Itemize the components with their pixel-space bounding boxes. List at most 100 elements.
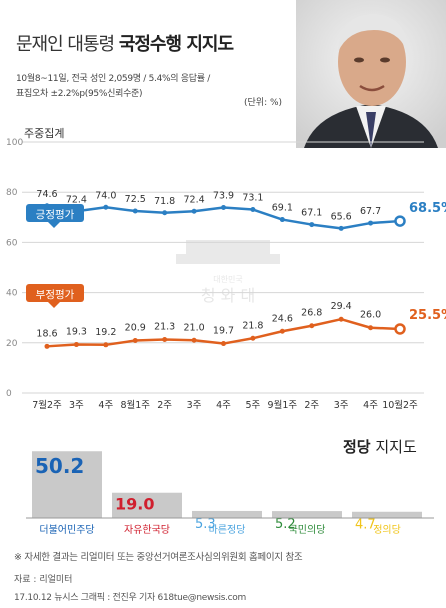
watermark-big-text: 청 와 대 — [201, 286, 255, 305]
y-tick-label: 0 — [6, 389, 12, 399]
data-point — [368, 325, 374, 331]
party-name-label: 더불어민주당 — [39, 524, 94, 536]
legend-label: 긍정평가 — [36, 209, 75, 221]
party-bar — [112, 492, 182, 518]
x-tick-label: 8월1주 — [120, 399, 150, 411]
data-label: 18.6 — [36, 328, 57, 339]
x-tick-label: 3주 — [69, 400, 84, 411]
approval-line-chart: 대한민국 청 와 대 0 20 40 60 80 100 7월2주 3주 4주 8월1주 2주 3주 4… — [6, 138, 446, 411]
data-point — [250, 335, 256, 341]
data-point — [338, 316, 344, 322]
data-label: 19.2 — [95, 327, 116, 338]
data-label: 71.8 — [154, 196, 175, 207]
data-point — [103, 204, 109, 210]
data-point — [221, 205, 226, 211]
data-point — [279, 217, 285, 223]
legend-pointer — [48, 222, 60, 228]
party-bar — [192, 510, 262, 518]
y-tick-label: 80 — [6, 188, 18, 198]
x-tick-label: 4주 — [216, 400, 231, 411]
data-point — [73, 342, 79, 348]
data-label: 25.5% — [409, 308, 446, 323]
party-value-label: 5.2 — [275, 517, 296, 532]
x-tick-label: 10월2주 — [382, 399, 418, 411]
chart-series: 74.6 72.4 74.0 72.5 71.8 72.4 73.9 73.1 69.1 67.1… — [26, 189, 446, 349]
data-label: 26.0 — [360, 310, 381, 321]
party-name-label: 정의당 — [373, 524, 401, 536]
data-point — [279, 328, 285, 334]
data-point — [44, 343, 50, 349]
footnote: ※ 자세한 결과는 리얼미터 또는 중앙선거여론조사심의위원회 홈페이지 참조 — [14, 552, 303, 563]
party-name-label: 바른정당 — [209, 524, 246, 536]
y-tick-label: 20 — [6, 339, 18, 349]
y-tick-label: 40 — [6, 289, 18, 299]
data-label: 21.0 — [184, 322, 205, 333]
watermark-small-text: 대한민국 — [213, 274, 242, 284]
survey-info: 10월8~11일, 전국 성인 2,059명 / 5.4%의 응답률 / 표집오… — [16, 72, 210, 102]
data-label: 21.3 — [154, 322, 175, 333]
data-label: 68.5% — [409, 201, 446, 216]
data-point — [368, 220, 374, 226]
data-label: 72.4 — [184, 194, 205, 205]
legend-label: 부정평가 — [36, 289, 75, 301]
data-label: 65.6 — [331, 211, 352, 222]
data-point — [394, 215, 406, 227]
data-label: 72.4 — [66, 194, 87, 205]
graphic-credit: 17.10.12 뉴시스 그래픽 : 전진우 기자 618tue@newsis.… — [14, 593, 246, 603]
legend-tag — [26, 284, 84, 302]
data-point — [221, 341, 226, 347]
data-point — [309, 222, 315, 228]
x-tick-label: 9월1주 — [268, 399, 298, 411]
president-portrait — [296, 0, 446, 148]
data-label: 74.0 — [95, 190, 116, 201]
data-label: 67.1 — [301, 208, 322, 219]
data-label: 74.6 — [36, 189, 57, 200]
data-point — [309, 323, 315, 329]
party-name-label: 자유한국당 — [124, 524, 170, 536]
y-tick-label: 100 — [6, 138, 23, 148]
x-tick-label: 3주 — [187, 400, 202, 411]
data-label: 20.9 — [125, 323, 146, 334]
blue-house-watermark: 대한민국 청 와 대 — [176, 240, 280, 305]
data-label: 73.9 — [213, 191, 234, 202]
data-point — [103, 342, 109, 348]
x-tick-label: 2주 — [157, 400, 172, 411]
legend-pointer — [48, 302, 60, 308]
x-tick-label: 4주 — [98, 400, 113, 411]
title-bold: 국정수행 지지도 — [118, 34, 234, 55]
x-tick-label: 2주 — [304, 400, 319, 411]
data-label: 26.8 — [301, 308, 322, 319]
party-bar — [272, 511, 342, 518]
party-bar — [352, 511, 422, 518]
party-value-label: 50.2 — [35, 454, 84, 478]
data-label: 73.1 — [242, 193, 263, 204]
x-tick-label: 5주 — [246, 400, 261, 411]
x-tick-label: 7월2주 — [32, 399, 62, 411]
page-title: 문재인 대통령 국정수행 지지도 — [16, 30, 234, 56]
data-label: 67.7 — [360, 206, 381, 217]
legend-tag — [26, 204, 84, 222]
x-tick-label: 3주 — [334, 400, 349, 411]
party-value-label: 5.3 — [195, 517, 216, 532]
data-point — [162, 337, 168, 343]
data-point — [191, 208, 197, 214]
unit-label: (단위: %) — [244, 98, 283, 108]
party-value-label: 19.0 — [115, 495, 154, 514]
data-point — [132, 338, 138, 344]
party-chart-title: 정당 지지도 — [343, 438, 417, 456]
data-point — [394, 323, 406, 335]
data-point — [162, 210, 168, 216]
data-point — [338, 225, 344, 231]
data-label: 69.1 — [272, 203, 293, 214]
data-point — [132, 208, 138, 214]
party-bar — [32, 451, 102, 518]
data-point — [250, 207, 256, 213]
data-label: 19.3 — [66, 327, 87, 338]
party-title-rest: 지지도 — [371, 438, 417, 456]
data-label: 29.4 — [331, 301, 352, 312]
party-value-label: 4.7 — [355, 518, 376, 533]
data-label: 24.6 — [272, 313, 293, 324]
y-tick-label: 60 — [6, 238, 18, 248]
x-tick-label: 4주 — [363, 400, 378, 411]
